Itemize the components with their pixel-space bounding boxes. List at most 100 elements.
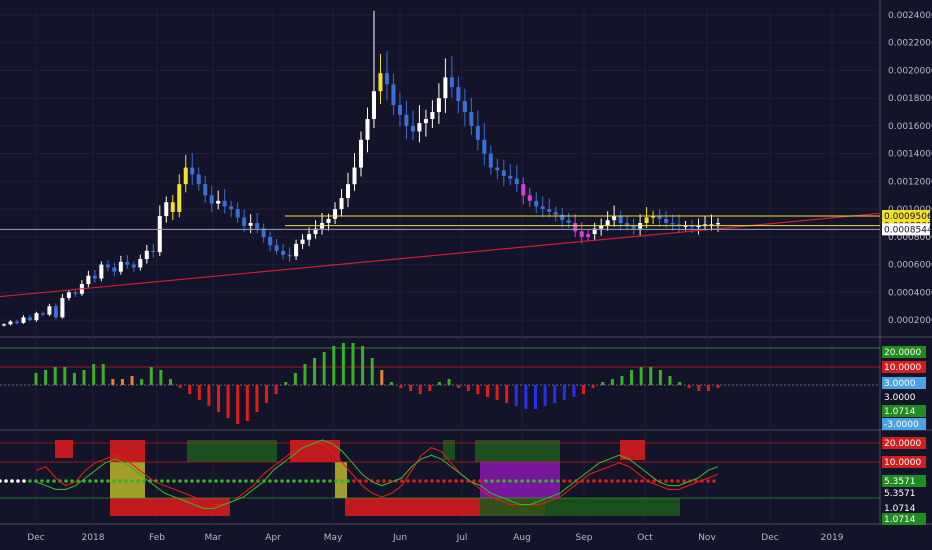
time-tick-label: Nov [698, 533, 716, 543]
osc1-tag [882, 418, 926, 430]
osc1-bar [332, 346, 336, 385]
osc2-tag [882, 513, 926, 525]
osc1-bar [168, 379, 172, 385]
osc1-bar [159, 370, 163, 385]
oscillator-pane-1[interactable] [0, 343, 880, 424]
osc1-bar [284, 382, 288, 385]
price-pane[interactable] [0, 10, 881, 327]
candle-body [631, 225, 636, 229]
candle-body [27, 317, 32, 321]
osc2-dot [190, 479, 194, 483]
osc1-bar [543, 385, 547, 406]
osc2-zone [620, 440, 645, 460]
osc2-dot [676, 479, 680, 483]
candle-body [625, 223, 630, 226]
candle-body [151, 250, 156, 253]
osc2-dot [322, 479, 326, 483]
osc1-bar [572, 385, 576, 397]
osc2-dot [340, 479, 344, 483]
osc2-dot [274, 479, 278, 483]
osc1-bar [668, 376, 672, 385]
osc1-bar [678, 382, 682, 385]
osc2-dot [202, 479, 206, 483]
candle-body [294, 243, 299, 257]
osc2-dot [622, 479, 626, 483]
osc1-bar [313, 358, 317, 385]
candle-body [14, 321, 19, 323]
osc1-bar [217, 385, 221, 412]
candle-body [456, 87, 461, 101]
osc1-bar [63, 367, 67, 385]
osc2-dot [682, 479, 686, 483]
osc2-dot [94, 479, 98, 483]
osc2-dot [598, 479, 602, 483]
osc2-dot [706, 479, 710, 483]
osc2-dot [346, 479, 350, 483]
candle-body [99, 264, 104, 279]
osc2-dot [142, 479, 146, 483]
time-tick-label: Oct [637, 533, 653, 543]
candle-body [8, 321, 13, 325]
osc2-dot [130, 479, 134, 483]
osc1-bar [341, 343, 345, 385]
osc2-dot [226, 479, 230, 483]
osc1-bar [236, 385, 240, 424]
candle-body [534, 200, 539, 207]
osc2-dot [496, 479, 500, 483]
osc1-bar [485, 385, 489, 397]
osc2-tag [882, 475, 926, 487]
candle-body [313, 228, 318, 235]
time-tick-label: Jul [456, 533, 468, 543]
osc2-dot [592, 479, 596, 483]
osc1-bar [140, 379, 144, 385]
osc1-bar [591, 385, 595, 388]
osc2-tag-label: 5.3571 [884, 477, 916, 487]
osc1-tag-label: 20.0000 [884, 348, 921, 358]
osc1-bar [437, 382, 441, 385]
price-tick-label: 0.0022000 [888, 39, 932, 49]
oscillator-pane-2[interactable] [0, 439, 880, 516]
candle-body [229, 206, 234, 210]
price-tag-label: 0.0009506 [884, 212, 932, 222]
candle-body [605, 220, 610, 226]
candle-body [53, 306, 58, 318]
osc1-bar [505, 385, 509, 403]
osc2-dot [238, 479, 242, 483]
price-tick-label: 0.0012000 [888, 177, 932, 187]
osc1-bar [706, 385, 710, 391]
osc2-dot [208, 479, 212, 483]
osc1-tag-label: 10.0000 [884, 363, 921, 373]
price-tick-label: 0.0002000 [888, 316, 932, 326]
time-tick-label: Sep [576, 533, 593, 543]
time-tick-label: Dec [761, 533, 778, 543]
osc2-dot [100, 479, 104, 483]
osc2-tag-label: 10.0000 [884, 458, 921, 468]
osc2-dot [664, 479, 668, 483]
osc2-tag-label: 1.0714 [884, 515, 916, 525]
price-axis[interactable]: 0.0024000 0.0022000 0.0020000 0.0018000 0.00… [882, 11, 932, 525]
candle-body [371, 91, 376, 119]
candle-body [216, 200, 221, 204]
candle-body [307, 234, 312, 240]
osc1-bar [716, 385, 720, 388]
price-tick-label: 0.0014000 [888, 150, 932, 160]
time-axis[interactable]: Dec 2018 Feb Mar Apr May Jun Jul Aug Sep Oct Nov Dec… [27, 533, 843, 543]
osc2-dot [484, 479, 488, 483]
price-tag [882, 223, 930, 236]
osc2-dot [460, 479, 464, 483]
candle-body [281, 250, 286, 255]
osc2-dot [550, 479, 554, 483]
candle-body [560, 214, 565, 221]
osc2-dot [22, 479, 26, 483]
osc1-bar [630, 370, 634, 385]
osc1-bar [265, 385, 269, 403]
candle-body [365, 118, 370, 140]
candle-body [196, 174, 201, 185]
osc1-bar [351, 343, 355, 385]
osc1-tag-label: 1.0714 [884, 407, 916, 417]
candle-body [404, 114, 409, 126]
osc2-dot [250, 479, 254, 483]
osc2-dot [352, 479, 356, 483]
candle-body [235, 209, 240, 218]
